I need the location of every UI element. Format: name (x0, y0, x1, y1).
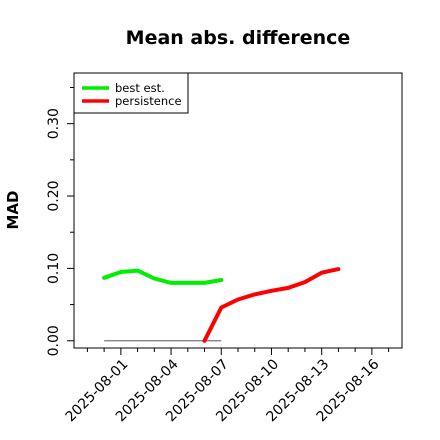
y-axis: 0.00 0.10 0.20 0.30 (46, 86, 74, 356)
legend-label-best-est: best est. (115, 81, 165, 95)
y-tick-label: 0.10 (46, 253, 62, 284)
series-line-best-est (102, 268, 224, 285)
chart-title: Mean abs. difference (126, 27, 351, 49)
y-tick-label: 0.20 (46, 180, 62, 211)
legend-label-persistence: persistence (115, 94, 182, 108)
series-line-persistence (202, 267, 341, 343)
x-axis: 2025-08-012025-08-042025-08-072025-08-10… (63, 348, 390, 425)
y-tick-label: 0.30 (46, 108, 62, 139)
plot-frame (73, 72, 403, 349)
series-layer (102, 267, 341, 343)
legend: best est. persistence (73, 72, 189, 114)
legend-box (73, 72, 189, 114)
y-axis-label: MAD (4, 191, 22, 230)
y-tick-label: 0.00 (46, 325, 62, 356)
